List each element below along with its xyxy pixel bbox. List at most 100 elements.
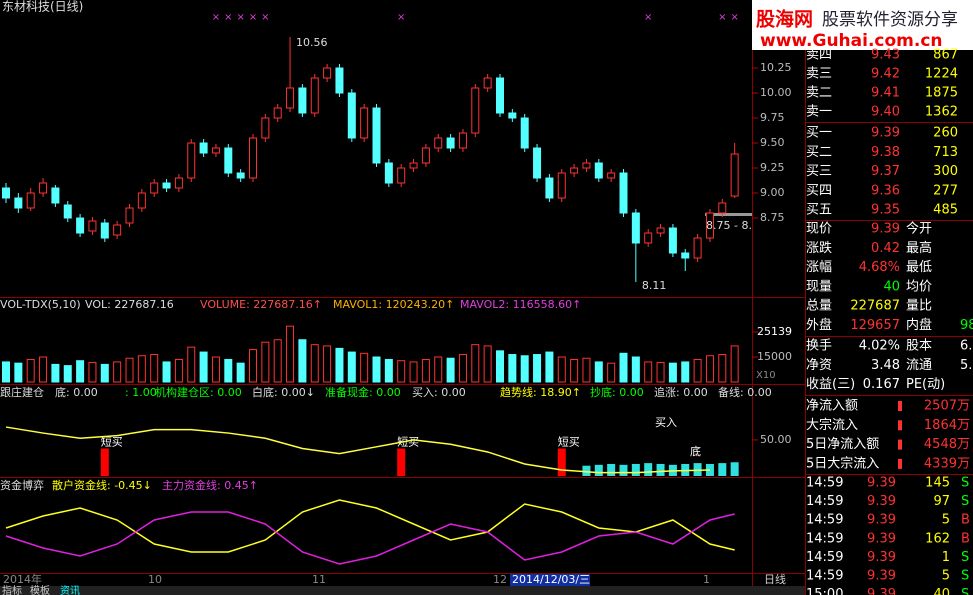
volume-bar (471, 344, 480, 383)
stat-label: 收益(三) (806, 377, 855, 392)
trade-volume: 40 (933, 587, 950, 595)
book-volume: 713 (933, 145, 958, 160)
book-price: 9.40 (871, 105, 900, 120)
candle-body (224, 147, 233, 174)
date-label: 2014年 (3, 572, 42, 586)
signal-marker: × (212, 12, 220, 23)
quote-label: 内盘 (906, 317, 932, 333)
candle-body (360, 107, 369, 139)
stat-label: 换手 (806, 339, 832, 354)
trade-price: 9.39 (867, 550, 896, 565)
candle-body (51, 187, 60, 204)
candle-body (261, 117, 270, 139)
trade-side: S (961, 569, 969, 584)
stat-label: 流通 (906, 358, 932, 373)
quote-label: 最低 (906, 260, 932, 275)
volume-bar (594, 361, 603, 383)
candle-body (421, 147, 430, 164)
axis-note: X10 (756, 370, 776, 381)
quote-label: 均价 (906, 279, 932, 294)
trade-volume: 97 (933, 494, 950, 509)
trade-price: 9.39 (867, 569, 896, 584)
book-price: 9.38 (871, 145, 900, 160)
quote-value: 9.39 (871, 222, 900, 237)
y-tick-label: 50.00 (760, 433, 792, 446)
signal-bar (619, 464, 628, 476)
volume-bar (520, 355, 529, 383)
trade-time: 14:59 (806, 513, 843, 528)
book-price: 9.35 (871, 203, 900, 218)
book-volume: 1362 (925, 105, 958, 120)
volume-bar (421, 358, 430, 383)
date-label: 10 (148, 573, 162, 586)
y-tick-label: 9.00 (760, 186, 785, 199)
volume-bar (224, 358, 233, 383)
stat-label: 净资 (806, 358, 832, 373)
volume-bar (582, 357, 591, 383)
trade-volume: 1 (942, 550, 950, 565)
tab[interactable]: 模板 (30, 584, 50, 595)
stat-value: 3.48 (871, 358, 900, 373)
book-volume: 1224 (925, 67, 958, 82)
volume-bar (496, 350, 504, 383)
tab[interactable]: 指标 (2, 584, 22, 595)
flow-bar (898, 401, 902, 411)
logo-box (752, 0, 973, 50)
period: 日线 (764, 572, 786, 586)
tab[interactable]: 资讯 (60, 585, 80, 595)
candle-body (384, 162, 393, 184)
current-annotation: 8.75 - 8. (706, 219, 752, 232)
volume-header: VOL: 227687.16 (85, 298, 174, 311)
book-label: 卖三 (806, 67, 832, 82)
indicator-header: 抄底: 0.00 (590, 385, 644, 399)
candle-body (631, 212, 640, 244)
volume-bar (372, 356, 381, 383)
trade-volume: 5 (942, 569, 950, 584)
y-tick-label: 25139 (757, 325, 792, 338)
trade-price: 9.39 (867, 531, 896, 546)
candle-body (137, 192, 146, 209)
volume-bar (335, 347, 344, 383)
volume-bar (310, 344, 319, 383)
signal-marker: × (236, 12, 244, 23)
volume-bar (533, 354, 542, 383)
book-label: 卖二 (806, 86, 832, 101)
candle-body (298, 87, 307, 114)
candle-body (63, 204, 72, 219)
flow-value: 1864万 (924, 418, 970, 433)
date-cursor-box (510, 574, 590, 586)
candle-body (619, 172, 628, 214)
signal-marker: × (730, 12, 738, 23)
trade-price: 9.39 (867, 587, 896, 595)
book-label: 买四 (806, 183, 832, 198)
trade-price: 9.39 (867, 513, 896, 528)
short-buy-bar (557, 448, 566, 476)
volume-bar (693, 358, 702, 383)
volume-bar (174, 358, 183, 383)
volume-bar (26, 358, 35, 383)
book-label: 卖四 (806, 48, 832, 63)
main-line (5, 511, 735, 565)
book-label: 卖一 (806, 105, 832, 120)
logo-url: www.Guhai.com.cn (760, 31, 943, 51)
flow-label: 5日净流入额 (806, 437, 879, 452)
date-cursor: 2014/12/03/三 (512, 573, 590, 586)
candle-body (545, 177, 554, 199)
candle-body (125, 207, 134, 224)
volume-bar (705, 355, 714, 383)
volume-bar (39, 356, 48, 383)
volume-bar (656, 361, 665, 383)
volume-bar (211, 356, 220, 383)
signal-marker: × (224, 12, 232, 23)
indicator-header: 追涨: 0.00 (654, 385, 708, 399)
date-label: 1 (703, 573, 710, 586)
book-volume: 867 (933, 48, 958, 63)
flow-label: 大宗流入 (806, 417, 858, 433)
volume-bar (199, 351, 208, 383)
volume-bar (446, 357, 455, 383)
indicator-header: 买入: 0.00 (412, 386, 466, 399)
volume-bar (458, 354, 467, 383)
chart-title: 东材科技(日线) (2, 0, 83, 14)
candle-body (718, 202, 727, 214)
